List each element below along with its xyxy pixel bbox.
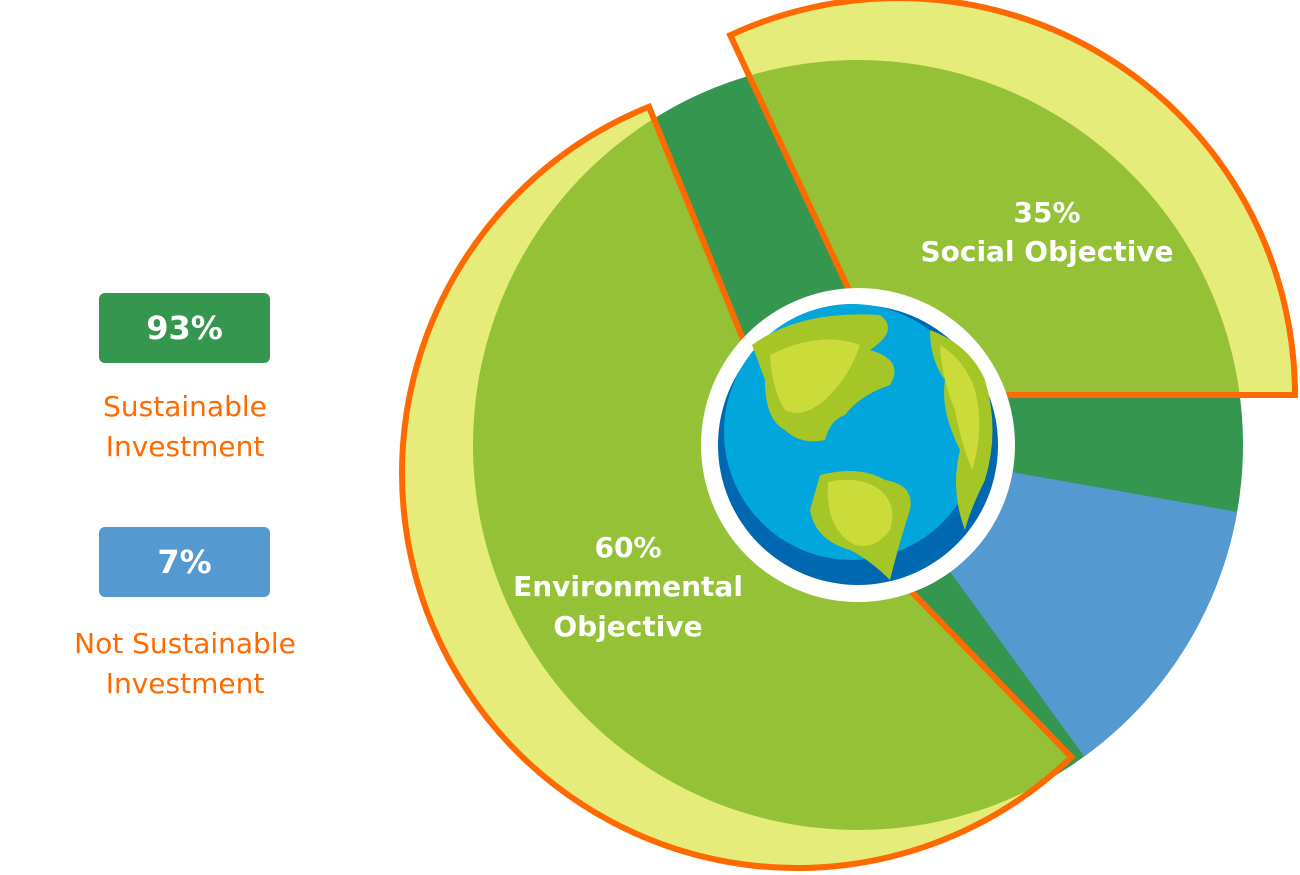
not-sustainable-label: Not Sustainable Investment: [74, 627, 296, 700]
social-wedge-inner: [730, 60, 1243, 395]
environmental-percent: 60%: [594, 531, 661, 564]
not-sustainable-value-badge: 7%: [99, 527, 270, 597]
environmental-name-line1: Environmental: [513, 570, 743, 603]
sustainable-label: Sustainable Investment: [103, 390, 267, 463]
sustainable-value-badge: 93%: [99, 293, 270, 363]
environmental-label: 60% Environmental Objective: [513, 531, 743, 643]
environmental-wedge-outline: [399, 102, 1076, 871]
environmental-name-line2: Objective: [553, 610, 702, 643]
social-name: Social Objective: [920, 235, 1173, 268]
social-percent: 35%: [1013, 196, 1080, 229]
social-wedge-outline: [726, 0, 1299, 398]
globe-icon: [701, 288, 1015, 602]
social-label: 35% Social Objective: [920, 196, 1173, 268]
